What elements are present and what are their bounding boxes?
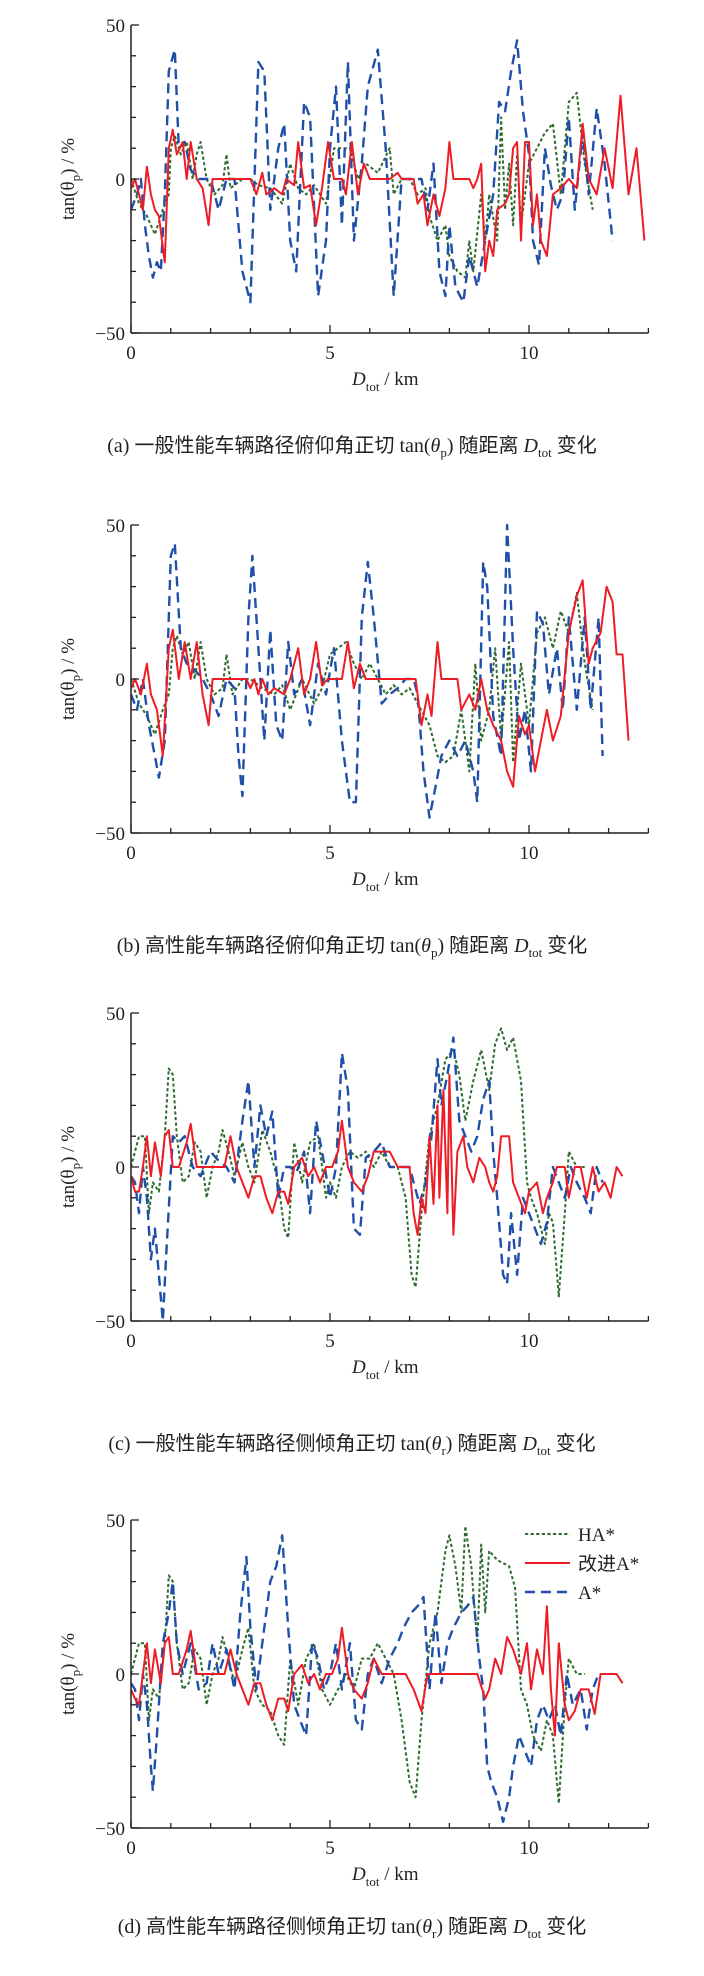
y-axis-title: tan(θp) / % (58, 1126, 83, 1208)
y-axis-title: tan(θp) / % (58, 138, 83, 220)
figure-caption: (b) 高性能车辆路径俯仰角正切 tan(θp) 随距离 Dtot 变化 (117, 934, 588, 960)
y-tick-label: 0 (116, 670, 126, 691)
y-axis-title: tan(θp) / % (58, 638, 83, 720)
x-axis-title: Dtot / km (351, 1357, 419, 1382)
x-tick-label: 10 (520, 343, 539, 364)
x-tick-label: 10 (520, 843, 539, 864)
series-line-ia (131, 1605, 624, 1737)
x-tick-label: 10 (520, 1838, 539, 1859)
x-tick-label: 0 (126, 1838, 136, 1859)
y-axis-title: tan(θp) / % (58, 1633, 83, 1715)
y-tick-label: 0 (116, 1665, 126, 1686)
y-tick-label: −50 (95, 324, 125, 345)
series-line-ia (131, 94, 646, 273)
legend-label-ha: HA* (578, 1525, 615, 1546)
figure-caption: (d) 高性能车辆路径侧倾角正切 tan(θr) 随距离 Dtot 变化 (118, 1915, 586, 1941)
y-tick-label: 50 (106, 16, 125, 37)
y-tick-label: −50 (95, 1312, 125, 1333)
x-tick-label: 0 (126, 343, 136, 364)
series-line-a (131, 523, 604, 819)
y-tick-label: 50 (106, 516, 125, 537)
series-line-ia (131, 1073, 624, 1236)
y-tick-label: −50 (95, 1819, 125, 1840)
x-tick-label: 10 (520, 1331, 539, 1352)
y-tick-label: 50 (106, 1511, 125, 1532)
series-line-a (131, 1534, 600, 1823)
figure-caption: (c) 一般性能车辆路径侧倾角正切 tan(θr) 随距离 Dtot 变化 (108, 1432, 595, 1458)
legend: HA* 改进A* A* (525, 1525, 639, 1604)
y-tick-label: 50 (106, 1004, 125, 1025)
x-tick-label: 5 (325, 843, 335, 864)
legend-label-ia: 改进A* (578, 1553, 639, 1575)
series-line-ha (131, 91, 594, 279)
x-axis-title: Dtot / km (351, 369, 419, 394)
figure-caption: (a) 一般性能车辆路径俯仰角正切 tan(θp) 随距离 Dtot 变化 (107, 434, 596, 460)
series-line-a (131, 39, 614, 304)
series-line-ha (131, 1027, 585, 1298)
series-line-a (131, 1036, 604, 1323)
x-tick-label: 5 (325, 1838, 335, 1859)
y-tick-label: −50 (95, 824, 125, 845)
series-line-ha (131, 1525, 585, 1805)
x-tick-label: 0 (126, 1331, 136, 1352)
legend-label-a: A* (578, 1583, 601, 1604)
y-tick-label: 0 (116, 1158, 126, 1179)
y-tick-label: 0 (116, 170, 126, 191)
x-axis-title: Dtot / km (351, 869, 419, 894)
x-tick-label: 5 (325, 1331, 335, 1352)
x-tick-label: 0 (126, 843, 136, 864)
series-line-ia (131, 579, 630, 788)
x-tick-label: 5 (325, 343, 335, 364)
x-axis-title: Dtot / km (351, 1864, 419, 1889)
